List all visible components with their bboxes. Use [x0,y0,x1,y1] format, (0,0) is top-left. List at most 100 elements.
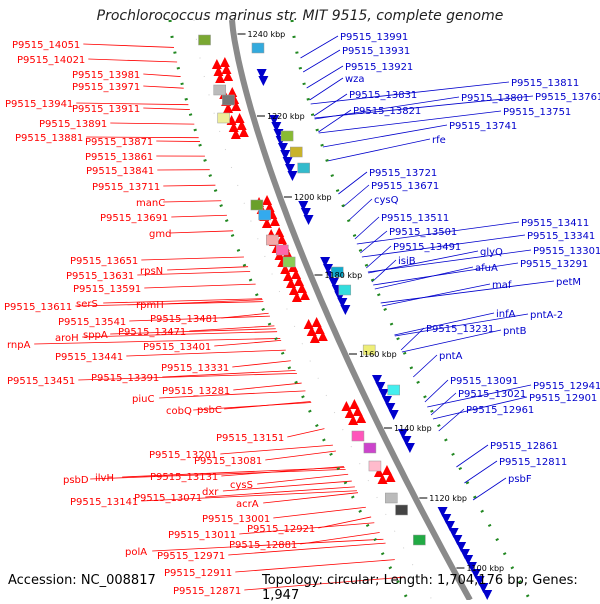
genome-summary-text: Topology: circular; Length: 1,704,176 bp… [262,573,600,603]
label-leader-line [327,139,430,161]
gene-label-left: P9515_13131 [150,472,218,483]
feature-block [276,245,288,255]
label-leader-line [88,59,177,62]
gene-label-right: P9515_13291 [520,259,588,270]
gene-label-right: P9515_13931 [342,46,410,57]
label-leader-line [368,250,531,272]
gene-label-left: P9515_13281 [162,386,230,397]
label-leader-line [318,110,351,132]
feature-block [396,505,408,515]
feature-block [266,235,278,245]
gene-label-right: pntB [503,326,527,337]
gene-label-right: P9515_13341 [527,231,595,242]
label-leader-line [375,267,473,289]
label-leader-line [355,217,379,239]
label-leader-line [163,185,215,186]
gene-label-right: infA [496,309,516,320]
gene-label-left: P9515_13481 [150,314,218,325]
label-leader-line [323,125,447,147]
feature-block [252,43,264,53]
gene-label-right: P9515_13721 [369,168,437,179]
gene-label-left: dxr [202,487,219,498]
forward-gene-arrow [262,195,272,205]
label-leader-line [413,355,437,377]
gene-label-left: P9515_13081 [194,456,262,467]
label-leader-line [233,383,301,390]
gene-label-right: P9515_13801 [461,93,529,104]
scale-label: 1180 kbp [324,271,362,280]
label-leader-line [110,123,194,124]
reverse-gene-arrow [258,76,268,86]
gene-label-right: P9515_13821 [353,106,421,117]
label-leader-line [214,340,281,346]
gene-label-left: P9515_14021 [17,55,85,66]
gene-label-right: P9515_13991 [340,32,408,43]
gene-label-right: pntA-2 [530,310,563,321]
gene-label-left: P9515_12871 [173,586,241,597]
feature-block [222,95,234,105]
gene-label-right: P9515_13501 [389,227,457,238]
gene-label-right: petM [556,277,581,288]
label-leader-line [287,429,324,437]
gene-label-left: P9515_13981 [72,70,140,81]
gene-label-left: ilvH [95,473,114,484]
gene-label-right: P9515_13671 [371,181,439,192]
gene-label-left: P9515_13941 [5,99,73,110]
gene-label-left: P9515_13401 [143,342,211,353]
gene-label-left: P9515_12911 [164,568,232,579]
gene-label-left: rpsN [140,266,163,277]
gene-label-right: P9515_13741 [449,121,517,132]
feature-block [369,461,381,471]
feature-block [413,535,425,545]
feature-block [298,163,310,173]
gene-label-right: P9515_13761 [535,92,600,103]
gene-label-left: P9515_13151 [216,433,284,444]
gene-label-left: psbC [197,405,222,416]
label-leader-line [439,409,464,431]
gene-label-left: piuC [132,394,154,405]
gene-label-left: cobQ [166,406,192,417]
gene-label-right: cysQ [374,195,399,206]
gene-label-right: P9515_13511 [381,213,449,224]
gene-label-left: P9515_13881 [15,133,83,144]
reverse-gene-arrow [287,171,297,181]
label-leader-line [310,78,343,100]
label-leader-line [318,517,371,528]
gene-label-left: P9515_13711 [92,182,160,193]
scale-label: 1140 kbp [394,424,432,433]
gene-label-right: psbF [508,474,532,485]
label-leader-line [307,66,343,88]
gene-label-left: P9515_13841 [86,166,154,177]
feature-block [388,385,400,395]
gene-label-left: P9515_13541 [58,317,126,328]
gene-label-left: acrA [236,499,259,510]
gene-label-right: pntA [439,351,463,362]
label-leader-line [456,445,488,467]
gene-label-left: P9515_12921 [247,524,315,535]
gene-label-right: P9515_13811 [511,78,579,89]
feature-block [259,210,271,220]
gene-label-left: sppA [83,330,108,341]
feature-block [385,493,397,503]
gene-label-right: afuA [475,263,498,274]
label-leader-line [156,141,200,142]
backbone-ring [232,20,470,600]
gene-label-left: P9515_12971 [157,551,225,562]
reverse-gene-arrow [304,215,314,225]
gene-label-right: P9515_13751 [503,107,571,118]
accession-text: Accession: NC_008817 [8,573,156,588]
gene-label-right: isiB [398,256,416,267]
gene-label-left: cysS [230,480,253,491]
feature-block [218,113,230,123]
gene-label-left: P9515_13861 [85,152,153,163]
gene-label-left: P9515_13471 [118,327,186,338]
gene-label-right: P9515_13491 [393,242,461,253]
gene-label-left: aroH [55,333,79,344]
label-leader-line [171,215,227,217]
label-leader-line [314,94,347,116]
gene-label-left: P9515_13611 [4,302,72,313]
label-leader-line [224,402,311,409]
gene-label-right: P9515_12811 [499,457,567,468]
